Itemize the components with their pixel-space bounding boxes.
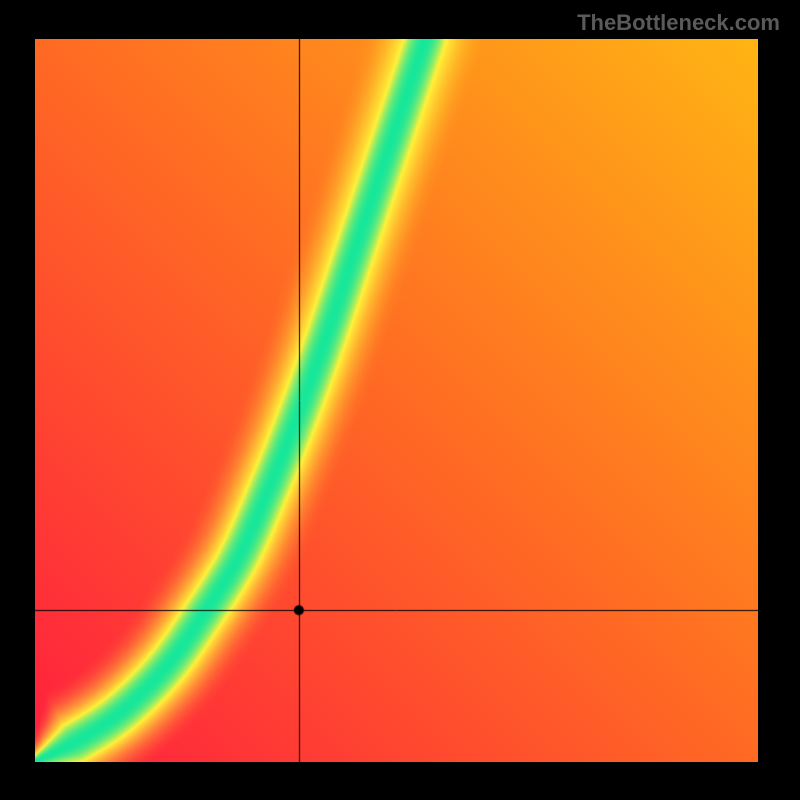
- attribution-text: TheBottleneck.com: [577, 10, 780, 36]
- bottleneck-heatmap: [35, 39, 758, 762]
